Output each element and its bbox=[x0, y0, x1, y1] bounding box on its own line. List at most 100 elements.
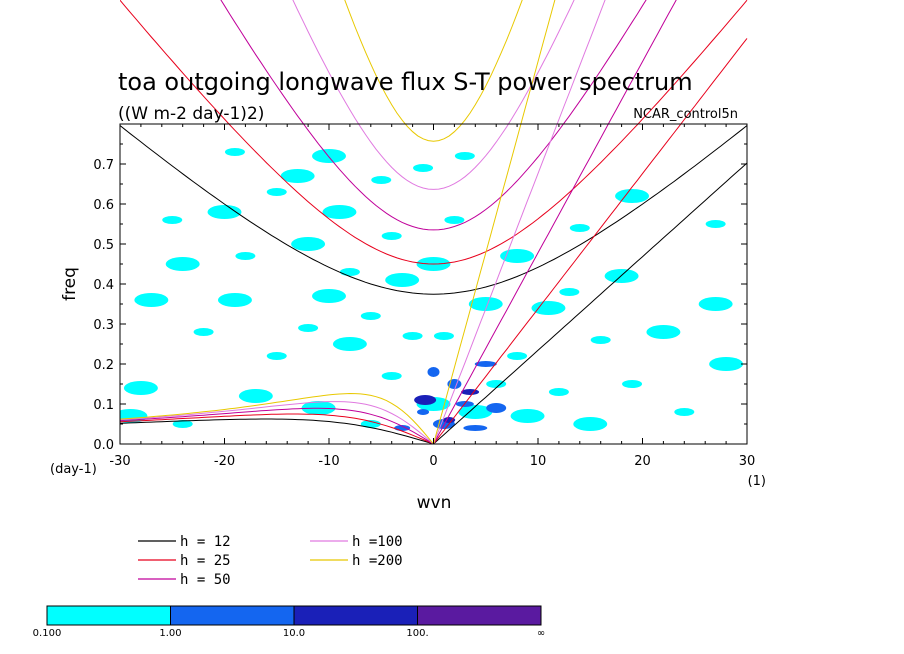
y-units-label: (day-1) bbox=[50, 462, 97, 477]
colorbar-label: 1.00 bbox=[159, 628, 181, 639]
contour-patch bbox=[573, 417, 608, 431]
contour-field bbox=[120, 148, 744, 431]
contour-patch bbox=[266, 352, 287, 360]
x-tick-label: 20 bbox=[634, 454, 651, 469]
contour-patch bbox=[468, 297, 503, 311]
contour-patch bbox=[548, 388, 569, 396]
contour-patch bbox=[312, 149, 346, 163]
contour-patch bbox=[224, 148, 245, 156]
contour-patch bbox=[280, 169, 315, 183]
legend-label: h =200 bbox=[352, 553, 403, 569]
contour-patch bbox=[172, 420, 193, 428]
contour-patch bbox=[615, 189, 650, 203]
rossby-wave-line bbox=[120, 413, 434, 444]
gravity-wave-line bbox=[344, 0, 523, 142]
rossby-wave-line bbox=[120, 407, 434, 444]
contour-patch bbox=[414, 395, 437, 405]
colorbar-label: 100. bbox=[406, 628, 428, 639]
gravity-wave-line bbox=[120, 125, 748, 295]
dispersion-curve bbox=[120, 125, 748, 444]
contour-patch bbox=[312, 289, 346, 303]
contour-patch bbox=[322, 205, 357, 219]
legend-label: h = 12 bbox=[180, 534, 231, 550]
y-tick-label: 0.3 bbox=[93, 318, 114, 333]
contour-patch bbox=[385, 273, 420, 287]
contour-patch bbox=[559, 288, 580, 296]
contour-patch bbox=[510, 409, 545, 423]
dispersion-curve bbox=[120, 0, 556, 444]
legend-label: h =100 bbox=[352, 534, 403, 550]
contour-patch bbox=[417, 409, 430, 415]
axis-ticks: -30 -20 -10 0 10 20 30 0.0 0.1 0.2 0.3 0.4 0.5 0.6 0.7 bbox=[93, 124, 755, 469]
contour-patch bbox=[123, 381, 158, 395]
kelvin-wave-line bbox=[433, 162, 748, 444]
y-tick-label: 0.0 bbox=[93, 438, 114, 453]
contour-patch bbox=[339, 268, 360, 276]
contour-patch bbox=[463, 425, 488, 431]
contour-patch bbox=[360, 420, 381, 428]
x-tick-label: -10 bbox=[318, 454, 339, 469]
y-tick-label: 0.1 bbox=[93, 398, 114, 413]
contour-patch bbox=[217, 293, 252, 307]
y-tick-label: 0.4 bbox=[93, 278, 114, 293]
contour-patch bbox=[413, 164, 434, 172]
contour-patch bbox=[569, 224, 590, 232]
dispersion-curve bbox=[120, 0, 606, 444]
contour-patch bbox=[674, 408, 695, 416]
contour-patch bbox=[235, 252, 256, 260]
chart-title: toa outgoing longwave flux S-T power spe… bbox=[118, 68, 693, 96]
gravity-wave-line bbox=[292, 0, 575, 190]
contour-patch bbox=[500, 249, 535, 263]
contour-patch bbox=[698, 297, 733, 311]
x-tick-label: 30 bbox=[739, 454, 756, 469]
contour-patch bbox=[454, 152, 475, 160]
contour-patch bbox=[646, 325, 681, 339]
contour-patch bbox=[298, 324, 319, 332]
contour-patch bbox=[461, 389, 480, 395]
gravity-wave-line bbox=[120, 0, 748, 265]
contour-patch bbox=[371, 176, 392, 184]
contour-patch bbox=[427, 367, 440, 377]
contour-patch bbox=[332, 337, 367, 351]
contour-patch bbox=[291, 237, 326, 251]
contour-patch bbox=[193, 328, 214, 336]
y-axis-label: freq bbox=[60, 267, 80, 301]
gravity-wave-line bbox=[220, 0, 647, 231]
contour-patch bbox=[238, 389, 273, 403]
contour-patch bbox=[162, 216, 183, 224]
contour-patch bbox=[486, 403, 507, 413]
x-axis-label: wvn bbox=[417, 493, 452, 513]
colorbar-segment bbox=[170, 605, 295, 626]
x-tick-label: -20 bbox=[214, 454, 235, 469]
contour-patch bbox=[444, 216, 465, 224]
contour-patch bbox=[705, 220, 726, 228]
kelvin-wave-line bbox=[433, 0, 677, 444]
contour-patch bbox=[531, 301, 566, 315]
contour-patch bbox=[474, 361, 497, 367]
colorbar-segment bbox=[293, 605, 418, 626]
case-label: NCAR_control5n bbox=[633, 107, 738, 122]
kelvin-wave-line bbox=[433, 0, 556, 444]
y-tick-label: 0.6 bbox=[93, 198, 114, 213]
legend: h = 12 h = 25 h = 50 h =100 h =200 bbox=[138, 534, 403, 588]
contour-patch bbox=[134, 293, 169, 307]
legend-label: h = 25 bbox=[180, 553, 231, 569]
contour-patch bbox=[207, 205, 242, 219]
colorbar-label: 10.0 bbox=[283, 628, 305, 639]
x-tick-label: -30 bbox=[109, 454, 130, 469]
contour-patch bbox=[486, 380, 507, 388]
contour-patch bbox=[381, 232, 402, 240]
plot-frame bbox=[119, 123, 748, 445]
x-units-label: (1) bbox=[748, 474, 766, 489]
dispersion-curve bbox=[120, 0, 748, 444]
contour-patch bbox=[360, 312, 381, 320]
colorbar-segment bbox=[46, 605, 171, 626]
legend-label: h = 50 bbox=[180, 572, 231, 588]
y-tick-label: 0.2 bbox=[93, 358, 114, 373]
colorbar-segment bbox=[417, 605, 542, 626]
contour-patch bbox=[622, 380, 643, 388]
dispersion-curves bbox=[120, 0, 748, 444]
rossby-wave-line bbox=[120, 392, 434, 444]
contour-patch bbox=[590, 336, 611, 344]
